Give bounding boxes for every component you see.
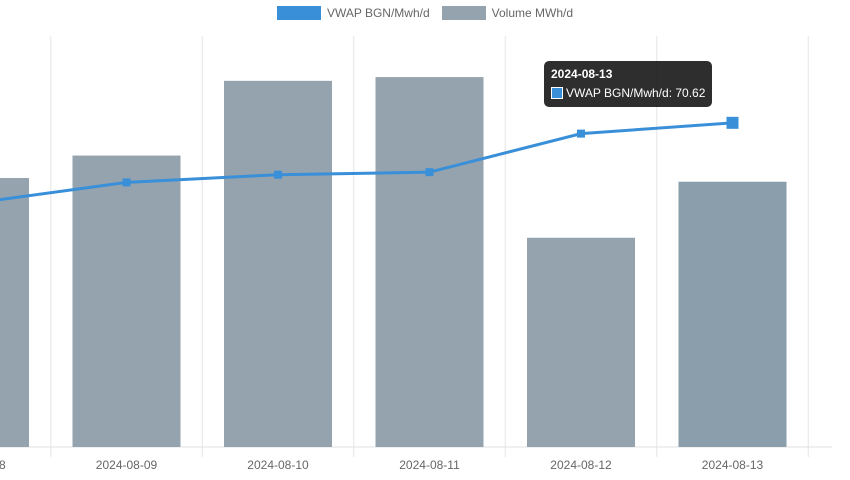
bar-volume-2024-08-10[interactable] — [224, 80, 332, 447]
x-tick-label-2024-08-13: 2024-08-13 — [702, 458, 764, 472]
legend-swatch-volume — [441, 6, 486, 20]
chart-tooltip: 2024-08-13 VWAP BGN/Mwh/d: 70.62 — [544, 61, 713, 107]
tooltip-value: VWAP BGN/Mwh/d: 70.62 — [566, 86, 706, 100]
legend-label-vwap: VWAP BGN/Mwh/d — [326, 6, 430, 20]
x-tick-label-2024-08-12: 2024-08-12 — [550, 458, 612, 472]
point-vwap-2024-08-09[interactable] — [122, 178, 131, 187]
line-vwap — [0, 121, 733, 202]
legend-label-volume: Volume MWh/d — [491, 6, 574, 20]
x-tick-label-2024-08-10: 2024-08-10 — [247, 458, 309, 472]
bar-volume-2024-08-11[interactable] — [375, 77, 484, 447]
tooltip-row: VWAP BGN/Mwh/d: 70.62 — [551, 85, 705, 101]
tooltip-swatch — [551, 87, 563, 99]
legend-item-vwap[interactable]: VWAP BGN/Mwh/d — [276, 6, 430, 20]
bar-volume-2024-08-12[interactable] — [527, 237, 635, 447]
bar-volume-2024-08-13[interactable] — [678, 181, 787, 447]
x-tick-label-2024-08-08: 2024-08-08 — [0, 458, 6, 472]
chart-legend: VWAP BGN/Mwh/d Volume MWh/d — [0, 6, 850, 20]
point-vwap-2024-08-12[interactable] — [577, 129, 585, 138]
bar-volume-2024-08-09[interactable] — [72, 155, 181, 447]
point-vwap-2024-08-13[interactable] — [726, 116, 739, 129]
legend-swatch-vwap — [276, 6, 321, 20]
tooltip-title: 2024-08-13 — [551, 67, 613, 81]
legend-item-volume[interactable]: Volume MWh/d — [441, 6, 574, 20]
bar-volume-2024-08-08[interactable] — [0, 177, 29, 447]
point-vwap-2024-08-11[interactable] — [425, 168, 434, 177]
x-tick-label-2024-08-11: 2024-08-11 — [399, 458, 460, 472]
point-vwap-2024-08-10[interactable] — [274, 170, 282, 179]
x-tick-label-2024-08-09: 2024-08-09 — [96, 458, 158, 472]
